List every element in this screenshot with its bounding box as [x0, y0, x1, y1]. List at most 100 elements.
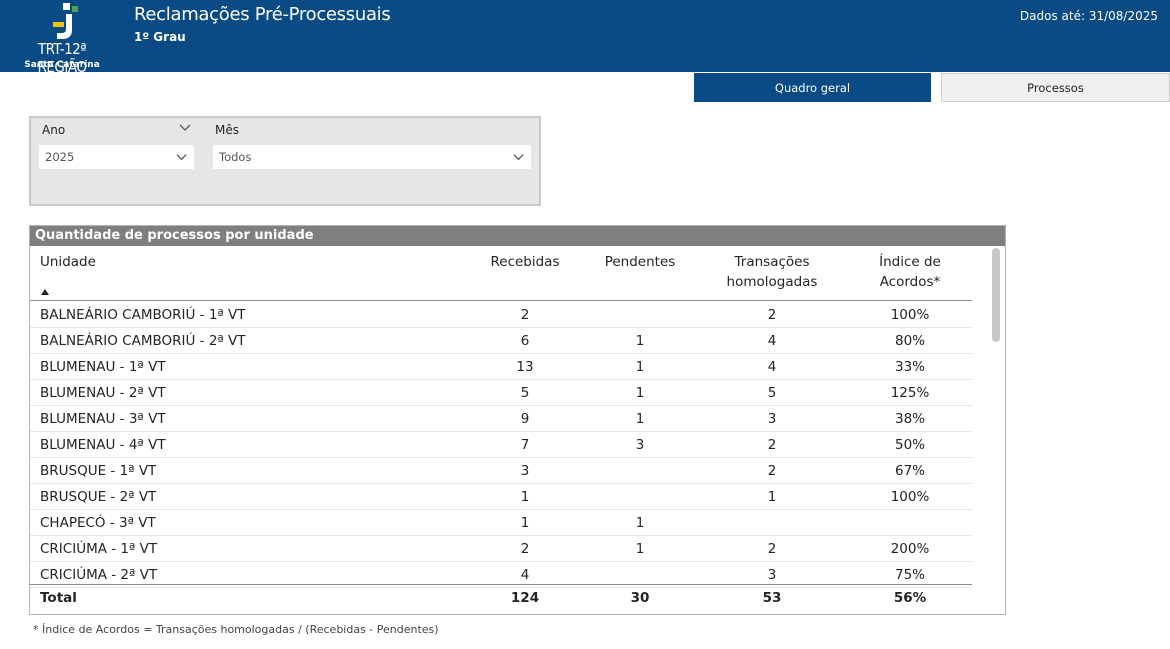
- cell-transacoes: 1: [767, 489, 777, 505]
- cell-indice: 100%: [890, 489, 930, 505]
- table-row[interactable]: BLUMENAU - 4ª VT 7 3 2 50%: [30, 432, 972, 458]
- total-label: Total: [40, 590, 77, 606]
- cell-unidade: BLUMENAU - 3ª VT: [40, 411, 166, 427]
- col-indice-line2: Acordos*: [879, 274, 941, 290]
- cell-transacoes: 2: [767, 463, 777, 479]
- trt-logo-icon: [53, 3, 78, 39]
- cell-indice: 100%: [890, 307, 930, 323]
- filter-panel: Ano Mês 2025 Todos: [29, 116, 541, 206]
- total-indice: 56%: [893, 590, 927, 606]
- processos-por-unidade-table: Quantidade de processos por unidade Unid…: [29, 225, 1006, 615]
- cell-recebidas: 1: [520, 489, 530, 505]
- table-total-row: Total 124 30 53 56%: [30, 584, 972, 614]
- table-header: Unidade Recebidas Pendentes Transações h…: [30, 246, 972, 301]
- cell-recebidas: 5: [520, 385, 530, 401]
- cell-pendentes: 3: [635, 437, 645, 453]
- cell-pendentes: 1: [635, 359, 645, 375]
- col-indice[interactable]: Índice de Acordos*: [860, 252, 960, 292]
- table-row[interactable]: BLUMENAU - 1ª VT 13 1 4 33%: [30, 354, 972, 380]
- logo-name: TRT-12ª REGIÃO: [37, 40, 87, 76]
- page-title: Reclamações Pré-Processuais: [134, 4, 391, 25]
- cell-unidade: BLUMENAU - 1ª VT: [40, 359, 166, 375]
- ano-dropdown[interactable]: 2025: [39, 145, 194, 169]
- cell-transacoes: 2: [767, 541, 777, 557]
- mes-slicer-label: Mês: [215, 123, 239, 137]
- cell-indice: 50%: [894, 437, 925, 453]
- table-row[interactable]: CRICIÚMA - 1ª VT 2 1 2 200%: [30, 536, 972, 562]
- cell-recebidas: 6: [520, 333, 530, 349]
- logo-subtitle: Santa Catarina: [24, 60, 100, 70]
- cell-recebidas: 2: [520, 541, 530, 557]
- cell-indice: 75%: [894, 567, 925, 583]
- cell-recebidas: 9: [520, 411, 530, 427]
- total-pendentes: 30: [630, 590, 650, 606]
- table-row[interactable]: BALNEÁRIO CAMBORIÚ - 1ª VT 2 2 100%: [30, 302, 972, 328]
- table-body: BALNEÁRIO CAMBORIÚ - 1ª VT 2 2 100% BALNEÁRI…: [30, 302, 972, 588]
- cell-indice: 33%: [894, 359, 925, 375]
- cell-unidade: CRICIÚMA - 2ª VT: [40, 567, 158, 583]
- cell-recebidas: 4: [520, 567, 530, 583]
- cell-pendentes: 1: [635, 385, 645, 401]
- col-recebidas[interactable]: Recebidas: [490, 254, 560, 270]
- app-header: TRT-12ª REGIÃO Santa Catarina Reclamaçõe…: [0, 0, 1170, 76]
- chevron-down-icon: [176, 154, 187, 161]
- table-title: Quantidade de processos por unidade: [30, 226, 1005, 246]
- cell-recebidas: 13: [516, 359, 534, 375]
- total-transacoes: 53: [762, 590, 782, 606]
- col-pendentes[interactable]: Pendentes: [604, 254, 676, 270]
- table-row[interactable]: CHAPECÓ - 3ª VT 1 1: [30, 510, 972, 536]
- cell-indice: 80%: [894, 333, 925, 349]
- total-recebidas: 124: [510, 590, 540, 606]
- table-row[interactable]: BALNEÁRIO CAMBORIÚ - 2ª VT 6 1 4 80%: [30, 328, 972, 354]
- cell-unidade: CRICIÚMA - 1ª VT: [40, 541, 158, 557]
- trt12-logo: TRT-12ª REGIÃO Santa Catarina: [12, 0, 112, 76]
- table-row[interactable]: BRUSQUE - 1ª VT 3 2 67%: [30, 458, 972, 484]
- tab-quadro-geral[interactable]: Quadro geral: [694, 73, 931, 102]
- table-scrollbar[interactable]: [992, 248, 1000, 342]
- table-row[interactable]: BRUSQUE - 2ª VT 1 1 100%: [30, 484, 972, 510]
- cell-unidade: BRUSQUE - 1ª VT: [40, 463, 157, 479]
- cell-recebidas: 7: [520, 437, 530, 453]
- cell-indice: 125%: [890, 385, 930, 401]
- cell-pendentes: 1: [635, 411, 645, 427]
- cell-pendentes: 1: [635, 541, 645, 557]
- mes-dropdown-value: Todos: [219, 150, 252, 164]
- tab-processos[interactable]: Processos: [941, 73, 1170, 102]
- cell-transacoes: 4: [767, 333, 777, 349]
- chevron-down-icon[interactable]: [178, 121, 192, 135]
- cell-recebidas: 1: [520, 515, 530, 531]
- chevron-down-icon: [513, 154, 524, 161]
- cell-indice: 200%: [890, 541, 930, 557]
- table-row[interactable]: BLUMENAU - 3ª VT 9 1 3 38%: [30, 406, 972, 432]
- cell-pendentes: 1: [635, 333, 645, 349]
- cell-indice: 38%: [894, 411, 925, 427]
- data-update-date: Dados até: 31/08/2025: [1019, 9, 1158, 23]
- cell-recebidas: 2: [520, 307, 530, 323]
- cell-transacoes: 4: [767, 359, 777, 375]
- table-row[interactable]: CRICIÚMA - 2ª VT 4 3 75%: [30, 562, 972, 588]
- cell-transacoes: 5: [767, 385, 777, 401]
- cell-transacoes: 3: [767, 567, 777, 583]
- col-transacoes-line1: Transações: [734, 254, 810, 270]
- ano-slicer-label: Ano: [42, 123, 66, 137]
- col-transacoes-line2: homologadas: [726, 274, 818, 290]
- sort-ascending-icon[interactable]: [40, 288, 50, 296]
- table-row[interactable]: BLUMENAU - 2ª VT 5 1 5 125%: [30, 380, 972, 406]
- page-subtitle: 1º Grau: [134, 30, 186, 44]
- col-indice-line1: Índice de: [879, 254, 941, 270]
- cell-unidade: BLUMENAU - 2ª VT: [40, 385, 166, 401]
- cell-recebidas: 3: [520, 463, 530, 479]
- footnote: * Índice de Acordos = Transações homolog…: [33, 623, 439, 636]
- cell-unidade: BLUMENAU - 4ª VT: [40, 437, 166, 453]
- cell-unidade: BALNEÁRIO CAMBORIÚ - 1ª VT: [40, 307, 246, 323]
- col-unidade[interactable]: Unidade: [40, 254, 96, 270]
- cell-transacoes: 3: [767, 411, 777, 427]
- cell-pendentes: 1: [635, 515, 645, 531]
- cell-unidade: BALNEÁRIO CAMBORIÚ - 2ª VT: [40, 333, 246, 349]
- ano-dropdown-value: 2025: [45, 150, 75, 164]
- mes-dropdown[interactable]: Todos: [213, 145, 531, 169]
- cell-transacoes: 2: [767, 307, 777, 323]
- cell-transacoes: 2: [767, 437, 777, 453]
- col-transacoes[interactable]: Transações homologadas: [717, 252, 827, 292]
- cell-unidade: BRUSQUE - 2ª VT: [40, 489, 157, 505]
